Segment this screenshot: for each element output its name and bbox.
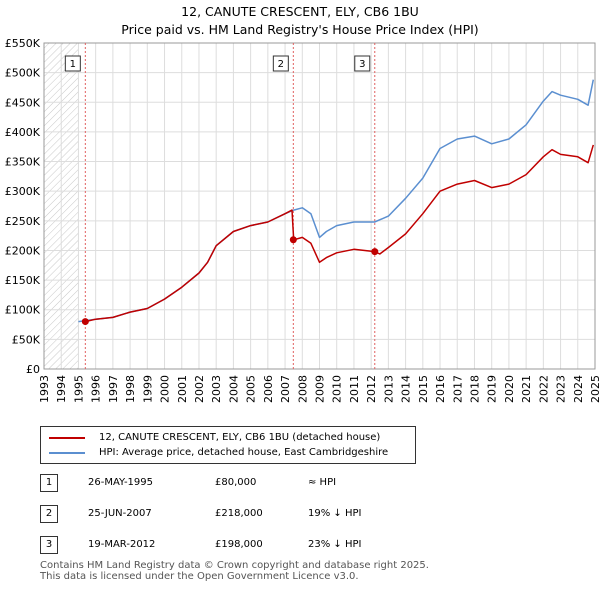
x-tick-label: 2009	[314, 375, 327, 403]
x-tick-label: 1995	[72, 375, 85, 403]
y-tick-label: £450K	[5, 96, 41, 109]
legend-label-hpi: HPI: Average price, detached house, East…	[99, 447, 389, 458]
y-tick-label: £300K	[5, 185, 41, 198]
footer-line-copyright: Contains HM Land Registry data © Crown c…	[40, 560, 429, 571]
x-tick-label: 2006	[262, 375, 275, 403]
legend-label-property: 12, CANUTE CRESCENT, ELY, CB6 1BU (detac…	[99, 432, 381, 443]
x-tick-label: 2025	[589, 375, 600, 403]
sale-price: £80,000	[215, 477, 257, 488]
x-tick-label: 2019	[486, 375, 499, 403]
sale-marker-box	[272, 55, 289, 72]
sale-price: £198,000	[215, 539, 263, 550]
sale-marker-badge: 3	[40, 536, 58, 554]
x-tick-label: 2001	[176, 375, 189, 403]
series-line-property	[85, 144, 595, 323]
sale-point	[289, 236, 297, 244]
sale-marker-label: 2	[278, 59, 284, 70]
y-tick-label: £150K	[5, 274, 41, 287]
x-tick-label: 2000	[159, 375, 172, 403]
price-chart: 1993 1994 1995 1996 1997 1998 1999 2000 2001 2002…	[5, 37, 600, 403]
sale-point	[371, 248, 379, 256]
x-tick-label: 2018	[468, 375, 481, 403]
y-tick-label: £350K	[5, 156, 41, 169]
sale-marker-label: 3	[359, 59, 365, 70]
legend-swatch-property	[49, 437, 85, 439]
x-tick-label: 2017	[451, 375, 464, 403]
x-tick-label: 1996	[90, 375, 103, 403]
x-tick-label: 2023	[555, 375, 568, 403]
x-tick-label: 1993	[38, 375, 51, 403]
sale-marker-box	[64, 55, 81, 72]
sale-price: £218,000	[215, 508, 263, 519]
sale-marker-badge: 1	[40, 474, 58, 492]
x-tick-label: 1999	[141, 375, 154, 403]
sale-date: 26-MAY-1995	[88, 477, 154, 488]
x-tick-label: 2015	[417, 375, 430, 403]
y-tick-label: £400K	[5, 126, 41, 139]
footer-credits: Contains HM Land Registry data © Crown c…	[40, 560, 429, 582]
x-tick-label: 2021	[520, 375, 533, 403]
x-tick-label: 1998	[124, 375, 137, 403]
plot-border	[43, 42, 596, 370]
sale-point	[81, 318, 89, 326]
x-tick-label: 2003	[210, 375, 223, 403]
x-tick-label: 2002	[193, 375, 206, 403]
x-tick-label: 2012	[365, 375, 378, 403]
y-tick-label: £200K	[5, 244, 41, 257]
x-tick-label: 2005	[245, 375, 258, 403]
x-tick-label: 2024	[572, 375, 585, 403]
sale-date: 19-MAR-2012	[88, 539, 156, 550]
y-tick-label: £50K	[12, 333, 41, 346]
x-tick-label: 2004	[227, 375, 240, 403]
footer-line-license: This data is licensed under the Open Gov…	[40, 571, 359, 582]
x-tick-label: 2014	[400, 375, 413, 403]
x-tick-label: 2011	[348, 375, 361, 403]
chart-title: 12, CANUTE CRESCENT, ELY, CB6 1BU	[181, 4, 419, 19]
sale-hpi-diff: 19% ↓ HPI	[308, 508, 362, 519]
legend-swatch-hpi	[49, 452, 85, 454]
sale-hpi-diff: 23% ↓ HPI	[308, 539, 362, 550]
x-tick-label: 1997	[107, 375, 120, 403]
y-tick-label: £250K	[5, 215, 41, 228]
x-tick-label: 2008	[296, 375, 309, 403]
y-tick-label: £500K	[5, 67, 41, 80]
sale-marker-box	[354, 55, 371, 72]
sale-marker-badge: 2	[40, 505, 58, 523]
sale-marker-label: 1	[70, 59, 76, 70]
x-tick-label: 2016	[434, 375, 447, 403]
y-tick-label: £0	[26, 363, 40, 376]
x-tick-label: 2013	[382, 375, 395, 403]
chart-legend: 12, CANUTE CRESCENT, ELY, CB6 1BU (detac…	[40, 426, 416, 464]
x-tick-label: 2020	[503, 375, 516, 403]
x-tick-label: 2007	[279, 375, 292, 403]
x-tick-label: 2022	[537, 375, 550, 403]
y-tick-label: £100K	[5, 304, 41, 317]
sale-date: 25-JUN-2007	[88, 508, 152, 519]
y-tick-label: £550K	[5, 37, 41, 50]
x-tick-label: 1994	[55, 375, 68, 403]
x-tick-label: 2010	[331, 375, 344, 403]
chart-subtitle: Price paid vs. HM Land Registry's House …	[121, 22, 479, 37]
sale-hpi-diff: ≈ HPI	[308, 477, 337, 488]
